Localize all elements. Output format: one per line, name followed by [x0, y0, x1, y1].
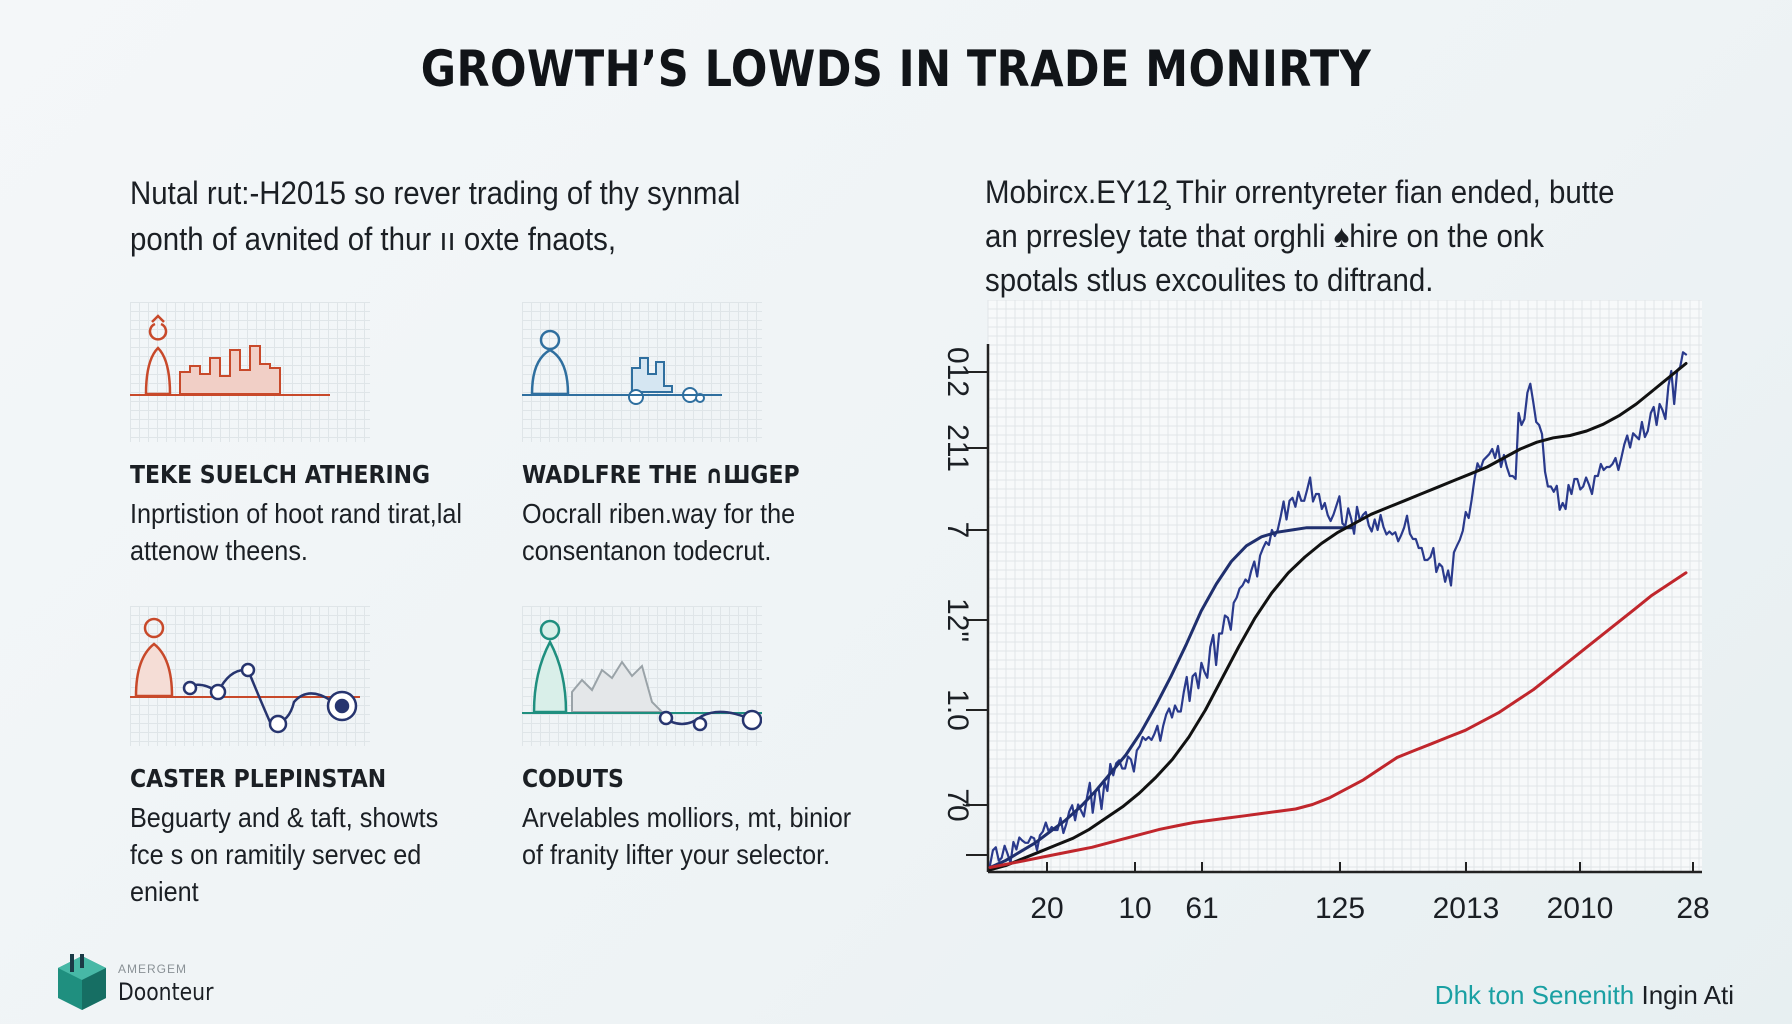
footer-credit-dark: Ingin Ati [1634, 980, 1734, 1010]
card-4-illustration [522, 606, 762, 746]
card-1-body: Inprtistion of hoot rand tirat,lal atten… [130, 498, 462, 566]
feature-card-1: TEKE SUELCH ATHERING Inprtistion of hoot… [130, 302, 462, 569]
footer-credit: Dhk ton Senenith Ingin Ati [1435, 980, 1734, 1011]
card-2-illustration [522, 302, 762, 442]
line-chart: 20 10 61 125 2013 2010 28 7̓0 1.0 12" 7 211 012 [920, 299, 1710, 950]
logo-tagline: AMERGEM [118, 962, 188, 976]
series-line-2 [988, 526, 1354, 869]
series-line-1 [988, 351, 1688, 867]
x-tick-label: 10 [1118, 892, 1151, 925]
person-icon [134, 617, 174, 698]
node-chain-icon [628, 357, 705, 405]
card-2-body: Oocrall riben.way for the consentanon to… [522, 498, 796, 566]
card-1-illustration [130, 302, 370, 442]
footer-credit-teal: Dhk ton Senenith [1434, 980, 1635, 1010]
card-4-body: Arvelables molliors, mt, binior of frani… [522, 802, 852, 870]
logo-icon [54, 952, 110, 1019]
x-tick-label: 2010 [1547, 892, 1614, 925]
feature-card-4: CODUTS Arvelables molliors, mt, binior o… [522, 606, 852, 873]
x-tick-label: 125 [1315, 892, 1365, 925]
x-tick-label: 2013 [1433, 892, 1500, 925]
y-tick-label: 12" [941, 598, 974, 642]
feature-card-2: WADLFRE THE ∩ШGEP Oocrall riben.way for … [522, 302, 852, 569]
person-icon [530, 329, 570, 396]
card-4-heading: CODUTS [522, 764, 624, 793]
y-tick-label: 7̓0 [941, 788, 974, 821]
y-tick-label: 211 [941, 424, 974, 472]
y-tick-label: 7 [941, 522, 974, 539]
bar-trend-icon [179, 345, 281, 395]
x-tick-label: 20 [1030, 892, 1063, 925]
card-3-illustration [130, 606, 370, 746]
node-chain-icon [658, 709, 762, 732]
y-tick-label: 012 [941, 347, 974, 397]
x-tick-label: 28 [1676, 892, 1709, 925]
node-chain-icon [182, 662, 358, 734]
intro-text-right: Mobircx.EY12̧ Thir orrentyreter fian end… [985, 174, 1615, 298]
x-tick-label: 61 [1185, 892, 1218, 925]
y-tick-label: 1.0 [941, 689, 974, 731]
page-title: GROWTH’S LOWDS IN TRADE MONIRTY [420, 40, 1372, 98]
bar-trend-icon [571, 660, 665, 713]
card-3-body: Beguarty and & taft, showts fce s on ram… [130, 802, 439, 907]
card-3-heading: CASTER PLEPINSTAN [130, 764, 387, 793]
logo-name: Doonteur [118, 978, 214, 1006]
series-line-3 [988, 362, 1688, 872]
person-icon [532, 619, 568, 714]
card-2-heading: WADLFRE THE ∩ШGEP [522, 460, 800, 489]
intro-text-left: Nutal rut:-H2015 so rever trading of thy… [130, 175, 741, 257]
card-1-heading: TEKE SUELCH ATHERING [130, 460, 431, 489]
person-icon [144, 314, 172, 396]
series-line-4 [988, 571, 1688, 869]
feature-card-3: CASTER PLEPINSTAN Beguarty and & taft, s… [130, 606, 460, 910]
